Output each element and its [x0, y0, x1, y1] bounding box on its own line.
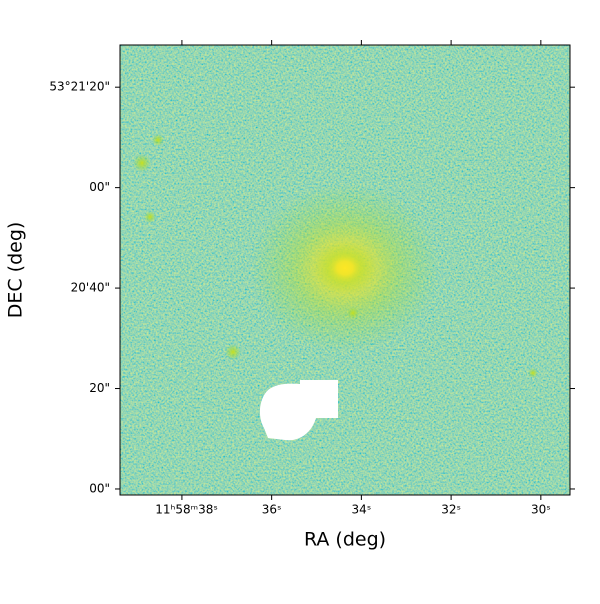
mask	[259, 380, 338, 441]
source	[152, 134, 164, 146]
source	[347, 307, 359, 319]
y-tick-label: 00"	[89, 481, 110, 495]
source	[144, 211, 156, 223]
y-tick-label: 20"	[89, 381, 110, 395]
x-tick-label: 32ˢ	[441, 503, 461, 517]
y-tick-label: 00"	[89, 180, 110, 194]
source	[133, 154, 151, 172]
x-axis-label: RA (deg)	[304, 529, 386, 551]
galaxy-core	[313, 241, 377, 295]
frame	[119, 44, 571, 496]
x-tick-label: 30ˢ	[531, 503, 551, 517]
source	[528, 368, 538, 378]
source	[225, 344, 241, 360]
y-tick-label: 20'40"	[71, 281, 110, 295]
image-area	[120, 45, 570, 495]
x-tick-label: 34ˢ	[352, 503, 372, 517]
x-tick-label: 11ʰ58ᵐ38ˢ	[155, 503, 218, 517]
y-axis-label: DEC (deg)	[5, 222, 27, 319]
x-tick-label: 36ˢ	[262, 503, 282, 517]
y-tick-label: 53°21'20"	[49, 80, 110, 94]
